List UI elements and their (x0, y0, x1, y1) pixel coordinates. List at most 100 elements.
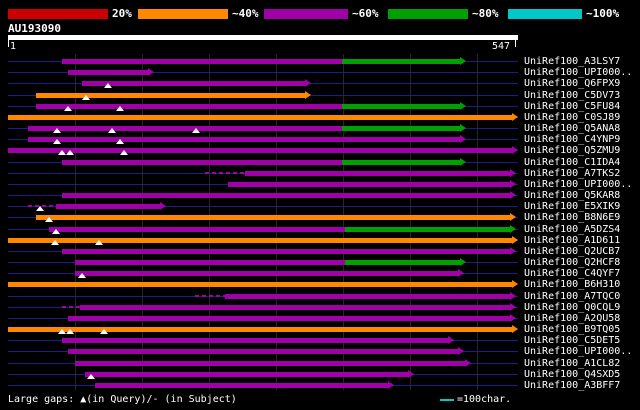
subject-label[interactable]: UniRef100_UPI000.. (524, 178, 633, 190)
alignment-bar[interactable] (75, 260, 345, 266)
alignment-bar[interactable] (36, 103, 342, 109)
bar-arrowhead-icon (512, 280, 518, 289)
subject-label[interactable]: UniRef100_Q5ANA8 (524, 123, 621, 135)
alignment-bar[interactable] (95, 382, 388, 388)
large-gap-marker-icon (87, 373, 95, 379)
subject-label[interactable]: UniRef100_Q2HCF8 (524, 257, 621, 269)
subject-label[interactable]: UniRef100_A3BFF7 (524, 379, 621, 391)
large-gap-marker-icon (108, 128, 116, 134)
alignment-row: UniRef100_C4QYF7 (0, 268, 640, 279)
subject-label[interactable]: UniRef100_B8N6E9 (524, 212, 621, 224)
query-start-tick (8, 40, 9, 47)
subject-label[interactable]: UniRef100_C0SJ89 (524, 111, 621, 123)
alignment-bar[interactable] (62, 248, 510, 254)
subject-label[interactable]: UniRef100_A1D611 (524, 234, 621, 246)
bar-arrowhead-icon (510, 179, 516, 188)
bar-arrowhead-icon (148, 68, 154, 77)
large-gap-marker-icon (66, 150, 74, 156)
alignment-bar[interactable] (85, 371, 408, 377)
subject-label[interactable]: UniRef100_C1IDA4 (524, 156, 621, 168)
bar-arrowhead-icon (512, 112, 518, 121)
subject-label[interactable]: UniRef100_B6H310 (524, 279, 621, 291)
subject-label[interactable]: UniRef100_B9TQ05 (524, 324, 621, 336)
bar-arrowhead-icon (512, 325, 518, 334)
alignment-bar[interactable] (225, 293, 510, 299)
alignment-bar[interactable] (62, 59, 342, 64)
bar-arrowhead-icon (460, 101, 466, 110)
large-gap-marker-icon (53, 128, 61, 134)
subject-label[interactable]: UniRef100_A7TQC0 (524, 290, 621, 302)
bar-arrowhead-icon (448, 336, 454, 345)
alignment-row: UniRef100_C0SJ89 (0, 112, 640, 123)
alignment-bar[interactable] (342, 59, 460, 64)
subject-label[interactable]: UniRef100_Q6FPX9 (524, 78, 621, 90)
alignment-bar[interactable] (62, 193, 510, 199)
subject-label[interactable]: UniRef100_C5FU84 (524, 100, 621, 112)
alignment-bar[interactable] (342, 126, 460, 132)
alignment-bar[interactable] (68, 70, 148, 76)
gridline (276, 54, 277, 390)
alignment-bar[interactable] (245, 170, 510, 176)
subject-label[interactable]: UniRef100_C4QYF7 (524, 268, 621, 280)
alignment-bar[interactable] (228, 181, 510, 187)
alignment-bar[interactable] (62, 338, 448, 344)
subject-label[interactable]: UniRef100_Q5KAR8 (524, 190, 621, 202)
alignment-bar[interactable] (36, 215, 510, 221)
scale-marker-line-icon (440, 399, 454, 401)
alignment-bar[interactable] (68, 349, 458, 355)
alignment-bar[interactable] (62, 159, 342, 165)
subject-label[interactable]: UniRef100_Q4SXD5 (524, 368, 621, 380)
alignment-bar[interactable] (80, 304, 510, 310)
gridline (343, 54, 344, 390)
alignment-bar[interactable] (56, 204, 160, 210)
scale-segment-red (8, 9, 108, 19)
alignment-bar[interactable] (345, 226, 510, 232)
large-gap-marker-icon (64, 105, 72, 111)
subject-label[interactable]: UniRef100_C5DET5 (524, 335, 621, 347)
alignment-bar[interactable] (342, 103, 460, 109)
alignment-bar[interactable] (82, 81, 305, 87)
alignment-bar[interactable] (195, 294, 225, 297)
subject-label[interactable]: UniRef100_A2QU58 (524, 312, 621, 324)
alignment-bar[interactable] (8, 237, 512, 243)
subject-label[interactable]: UniRef100_A7TKS2 (524, 167, 621, 179)
lane-line (8, 72, 518, 74)
bar-arrowhead-icon (510, 168, 516, 177)
subject-label[interactable]: UniRef100_A5DZS4 (524, 223, 621, 235)
alignment-row: UniRef100_C4YNP9 (0, 134, 640, 145)
alignment-bar[interactable] (8, 114, 512, 120)
subject-label[interactable]: UniRef100_Q5ZMU9 (524, 145, 621, 157)
gridline (142, 54, 143, 390)
alignment-bar[interactable] (205, 171, 245, 174)
alignment-bar[interactable] (8, 282, 512, 288)
bar-arrowhead-icon (160, 202, 166, 211)
alignment-bar[interactable] (342, 159, 460, 165)
subject-label[interactable]: UniRef100_A3LSY7 (524, 56, 621, 67)
subject-label[interactable]: UniRef100_C4YNP9 (524, 134, 621, 146)
subject-label[interactable]: UniRef100_UPI000.. (524, 67, 633, 79)
large-gap-marker-icon (192, 128, 200, 134)
subject-label[interactable]: UniRef100_E5XIK9 (524, 201, 621, 213)
alignment-bar[interactable] (345, 260, 460, 266)
subject-label[interactable]: UniRef100_A1CL82 (524, 357, 621, 369)
subject-label[interactable]: UniRef100_Q0CQL9 (524, 301, 621, 313)
alignment-bar[interactable] (75, 360, 465, 366)
alignment-bar[interactable] (68, 315, 510, 321)
alignment-bar[interactable] (62, 305, 80, 308)
alignment-row: UniRef100_A1CL82 (0, 358, 640, 369)
subject-label[interactable]: UniRef100_Q2UCB7 (524, 245, 621, 257)
scale-marker-label: =100char. (457, 394, 512, 405)
scale-segment-orange (138, 9, 228, 19)
subject-label[interactable]: UniRef100_C5DV73 (524, 89, 621, 101)
alignment-bar[interactable] (36, 92, 305, 98)
alignment-bar[interactable] (28, 126, 342, 132)
alignment-bar[interactable] (8, 327, 512, 333)
alignment-row: UniRef100_Q6FPX9 (0, 78, 640, 89)
large-gap-marker-icon (82, 94, 90, 100)
alignment-bar[interactable] (8, 148, 512, 154)
alignment-bar[interactable] (28, 137, 460, 143)
subject-label[interactable]: UniRef100_UPI000.. (524, 346, 633, 358)
alignment-bar[interactable] (49, 226, 345, 232)
large-gap-marker-icon (53, 139, 61, 145)
alignment-bar[interactable] (75, 271, 458, 277)
